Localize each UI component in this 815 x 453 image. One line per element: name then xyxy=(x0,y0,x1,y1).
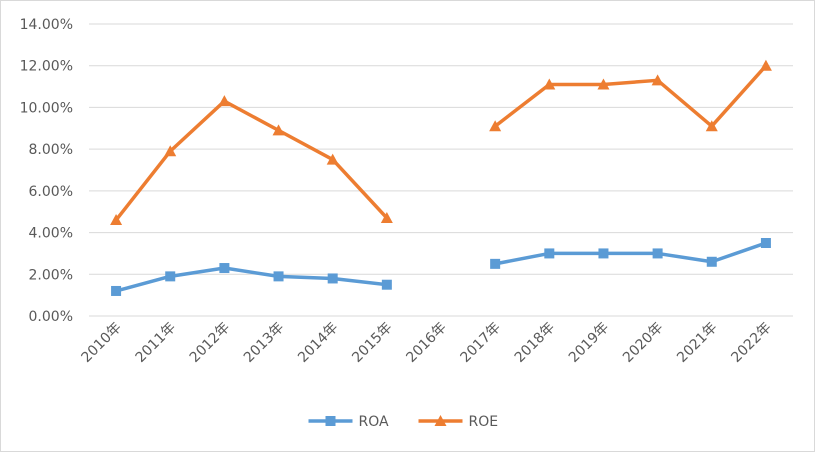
roe-point xyxy=(543,78,556,90)
roa-point xyxy=(544,248,555,259)
roa-point xyxy=(652,248,663,259)
x-tick-label: 2012年 xyxy=(187,320,233,366)
y-tick-label: 12.00% xyxy=(20,59,73,75)
roe-point xyxy=(489,120,502,132)
series-group xyxy=(110,59,772,296)
legend: ROA ROE xyxy=(308,414,499,430)
roe-point xyxy=(218,95,231,107)
x-tick-label: 2016年 xyxy=(403,320,449,366)
y-tick-label: 4.00% xyxy=(29,226,73,242)
x-tick-label: 2018年 xyxy=(512,320,558,366)
x-tick-label: 2022年 xyxy=(728,320,774,366)
roa-point xyxy=(706,256,717,267)
legend-item-roe: ROE xyxy=(418,414,499,430)
y-tick-label: 10.00% xyxy=(20,100,73,116)
roa-point xyxy=(273,271,284,282)
legend-label-roe: ROE xyxy=(469,414,499,430)
roa-point xyxy=(111,285,122,296)
y-tick-label: 6.00% xyxy=(29,184,73,200)
x-tick-label: 2014年 xyxy=(295,320,341,366)
x-axis-ticks: 2010年 2011年 2012年 2013年 2014年 2015年 2016年 2017年… xyxy=(78,320,774,366)
legend-label-roa: ROA xyxy=(359,414,390,430)
roe-point xyxy=(272,124,285,136)
roe-point xyxy=(651,74,664,86)
roe-point xyxy=(110,214,123,226)
x-tick-label: 2011年 xyxy=(133,320,179,366)
roe-point xyxy=(326,153,339,165)
x-tick-label: 2013年 xyxy=(241,320,287,366)
roe-point xyxy=(380,211,393,223)
x-tick-label: 2020年 xyxy=(620,320,666,366)
roe-point xyxy=(705,120,718,132)
roa-series-line xyxy=(114,266,389,293)
roe-series-line xyxy=(493,63,768,128)
legend-marker-roa xyxy=(325,416,336,426)
y-tick-label: 0.00% xyxy=(29,309,73,325)
roa-point xyxy=(490,258,501,269)
roa-point xyxy=(381,279,392,290)
x-tick-label: 2021年 xyxy=(674,320,720,366)
y-tick-label: 2.00% xyxy=(29,267,73,283)
y-axis-ticks: 0.00% 2.00% 4.00% 6.00% 8.00% 10.00% 12.00% 14.… xyxy=(20,17,73,325)
x-tick-label: 2010年 xyxy=(78,320,124,366)
roe-point xyxy=(164,145,177,157)
roe-series-line xyxy=(114,99,389,222)
roa-point xyxy=(219,263,230,274)
roa-point xyxy=(327,273,338,284)
y-tick-label: 8.00% xyxy=(29,142,73,158)
roe-point xyxy=(759,59,772,71)
legend-marker-roe xyxy=(434,415,447,426)
roa-point xyxy=(165,271,176,282)
roa-series-line xyxy=(493,241,768,266)
roe-point xyxy=(597,78,610,90)
x-tick-label: 2017年 xyxy=(458,320,504,366)
legend-item-roa: ROA xyxy=(308,414,390,430)
grid-lines xyxy=(89,23,793,317)
roa-point xyxy=(598,248,609,259)
roa-point xyxy=(760,238,771,248)
y-tick-label: 14.00% xyxy=(20,17,73,33)
x-tick-label: 2015年 xyxy=(349,320,395,366)
x-tick-label: 2019年 xyxy=(566,320,612,366)
